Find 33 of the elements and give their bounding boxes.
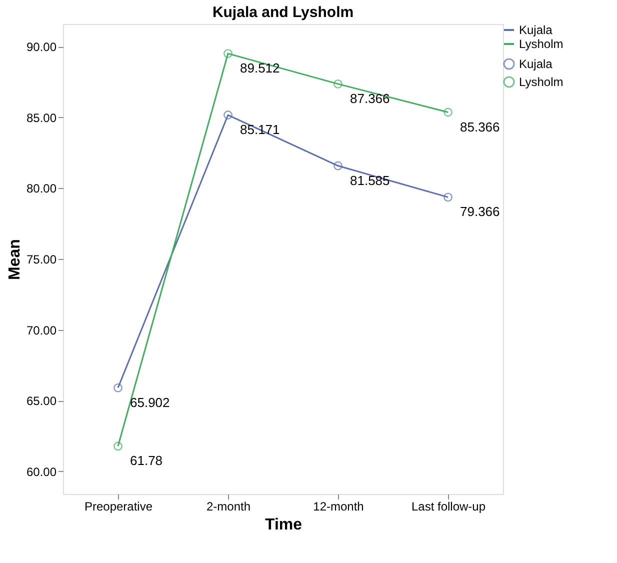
y-tick-label: 60.00 — [26, 464, 57, 479]
data-label: 85.366 — [460, 119, 500, 134]
y-axis-title: Mean — [6, 239, 24, 280]
y-tick-label: 70.00 — [26, 323, 57, 338]
x-tick-label: 2-month — [206, 500, 251, 514]
point — [444, 108, 452, 117]
text: Lysholm — [519, 75, 564, 89]
point — [114, 383, 122, 392]
data-label: 89.512 — [240, 60, 280, 76]
x-tick-label: Last follow-up — [411, 500, 486, 514]
y-tick-label: 75.00 — [26, 252, 57, 266]
data-label: 61.78 — [130, 453, 163, 468]
x-axis-title: Time — [264, 516, 302, 534]
y-tick-label: 80.00 — [26, 182, 57, 196]
data-label: 81.585 — [350, 172, 390, 188]
text: Kujala — [519, 23, 552, 37]
y-tick-label: 65.00 — [26, 394, 57, 408]
point — [224, 110, 232, 120]
point — [334, 79, 342, 88]
point — [224, 49, 232, 58]
y-tick-label: 85.00 — [26, 110, 57, 125]
data-label: 79.366 — [460, 204, 500, 220]
data-label: 87.366 — [350, 90, 390, 106]
y-tick-label: 90.00 — [26, 40, 57, 54]
legend-label: Kujala — [519, 57, 553, 71]
x-tick-label: 12-month — [313, 500, 364, 514]
data-label: 65.902 — [130, 394, 170, 410]
chart-title: Kujala and Lysholm — [212, 4, 354, 21]
legend-label: Lysholm — [519, 37, 564, 51]
point — [114, 442, 122, 451]
point — [334, 161, 342, 170]
point — [444, 192, 452, 202]
x-tick-label: Preoperative — [84, 500, 153, 514]
